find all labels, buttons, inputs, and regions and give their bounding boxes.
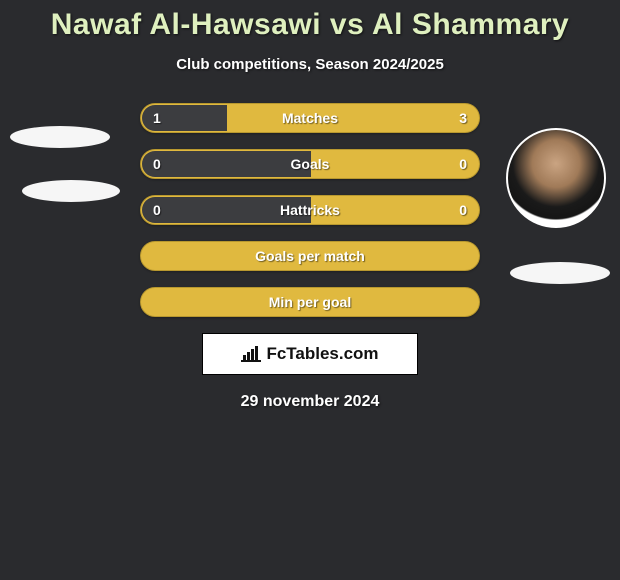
stat-row-min-per-goal: Min per goal (140, 287, 480, 317)
stat-label: Goals per match (255, 248, 365, 264)
stat-right-value: 3 (459, 110, 467, 126)
stat-row-matches: 1 Matches 3 (140, 103, 480, 133)
stat-left-value: 1 (153, 110, 161, 126)
stat-left-value: 0 (153, 202, 161, 218)
player-left-avatar-shape-2 (22, 180, 120, 202)
subtitle: Club competitions, Season 2024/2025 (0, 56, 620, 73)
stat-row-goals-per-match: Goals per match (140, 241, 480, 271)
stat-row-hattricks: 0 Hattricks 0 (140, 195, 480, 225)
brand-text-wrap: FcTables.com (241, 344, 378, 364)
stat-bar-fill (142, 151, 311, 177)
player-left-avatar-shape (10, 126, 110, 148)
stat-right-value: 0 (459, 202, 467, 218)
stats-list: 1 Matches 3 0 Goals 0 0 Hattricks 0 Goal… (140, 103, 480, 317)
page-title: Nawaf Al-Hawsawi vs Al Shammary (0, 8, 620, 42)
player-right-avatar (506, 128, 606, 228)
brand-label: FcTables.com (266, 344, 378, 364)
stat-label: Min per goal (269, 294, 351, 310)
bar-chart-icon (241, 346, 261, 362)
stat-right-value: 0 (459, 156, 467, 172)
stat-label: Goals (291, 156, 330, 172)
stat-row-goals: 0 Goals 0 (140, 149, 480, 179)
comparison-card: Nawaf Al-Hawsawi vs Al Shammary Club com… (0, 0, 620, 411)
stat-label: Matches (282, 110, 338, 126)
stat-left-value: 0 (153, 156, 161, 172)
brand-badge[interactable]: FcTables.com (202, 333, 418, 375)
stat-label: Hattricks (280, 202, 340, 218)
date-label: 29 november 2024 (0, 393, 620, 411)
player-right-shadow (510, 262, 610, 284)
